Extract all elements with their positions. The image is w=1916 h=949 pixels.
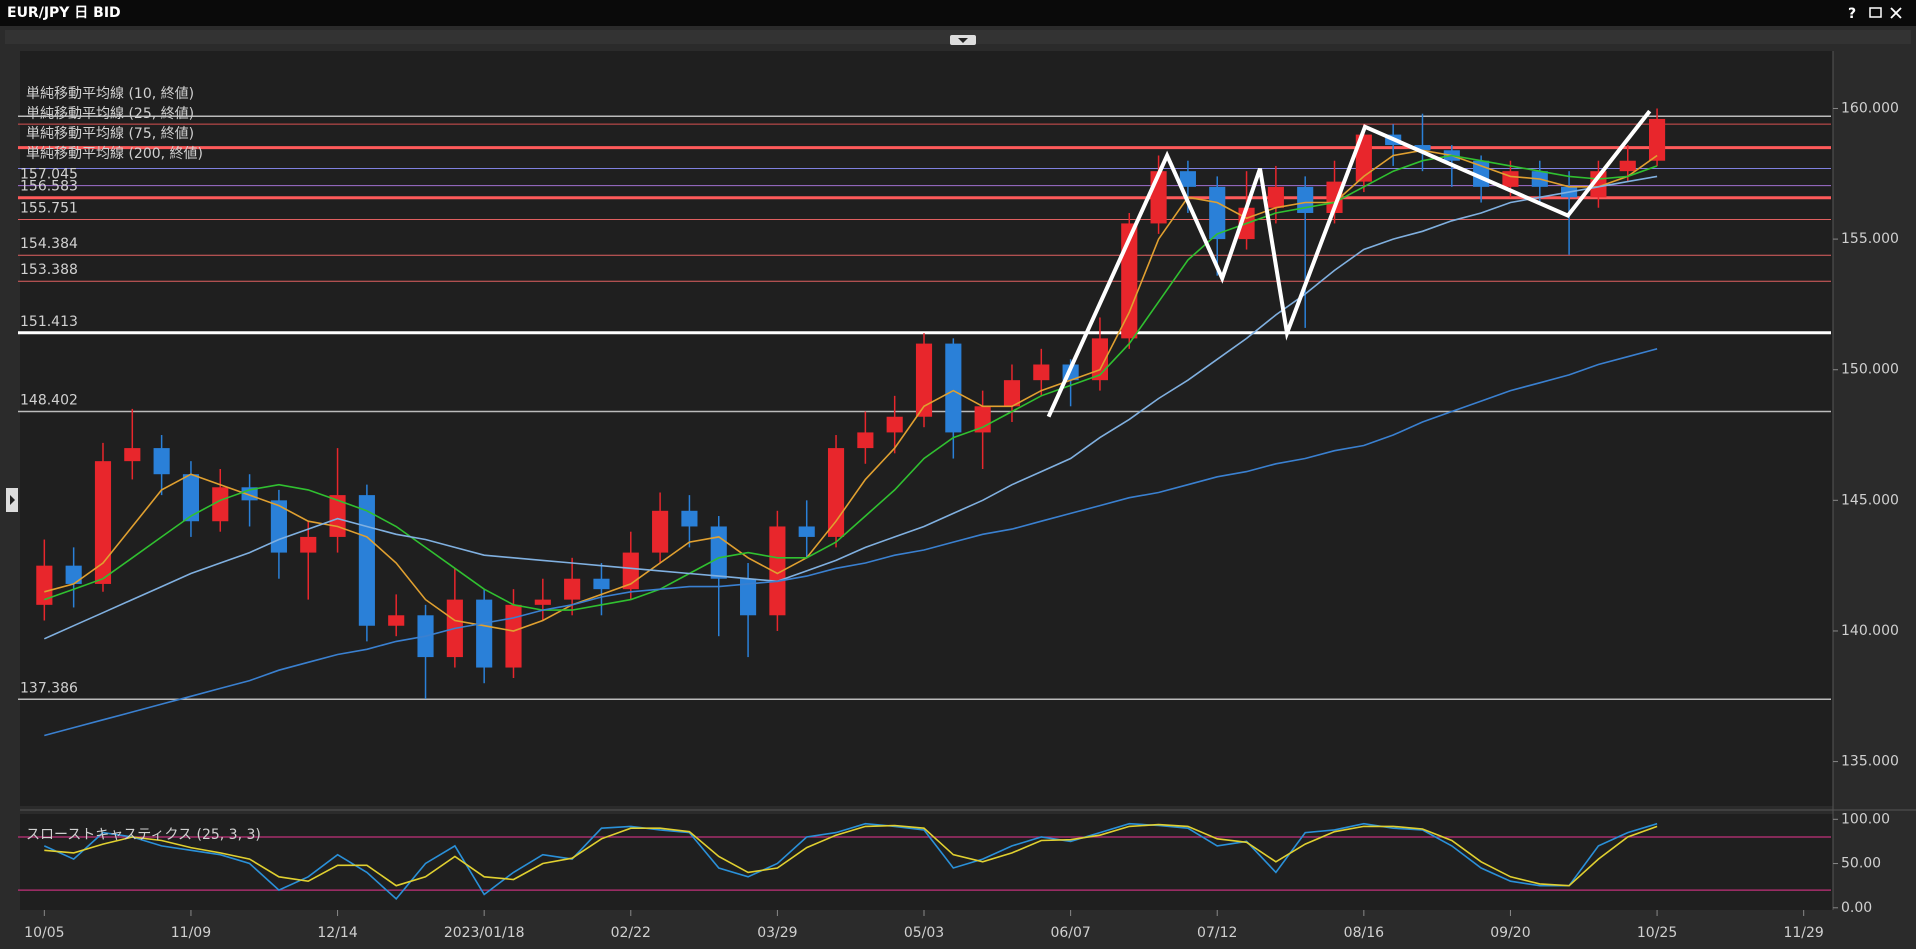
candle-body (1590, 171, 1607, 198)
level-label: 155.751 (20, 200, 78, 216)
candle-body (681, 510, 698, 527)
candle-body (1209, 186, 1226, 240)
moving-average-line (43, 175, 1658, 640)
candle-body (94, 461, 112, 584)
legend-entry: 単純移動平均線 (75, 終値) (26, 126, 194, 142)
x-tick-label: 07/12 (1197, 925, 1237, 941)
candle-body (1033, 364, 1050, 381)
candle-body (593, 578, 610, 590)
candle-body (857, 432, 874, 449)
y-tick-label: 0.00 (1841, 900, 1872, 916)
stochastic-line (43, 822, 1658, 901)
candle-body (36, 565, 53, 605)
indicator-title: スローストキャスティクス (25, 3, 3) (26, 827, 261, 843)
candle-body (329, 495, 346, 537)
legend-entry: 単純移動平均線 (10, 終値) (26, 86, 194, 102)
candle-body (945, 343, 962, 433)
x-tick-label: 12/14 (317, 925, 357, 941)
moving-average-line (44, 348, 1658, 737)
candle-body (564, 578, 581, 600)
candle-body (769, 526, 786, 616)
candle-body (65, 565, 82, 584)
x-tick-label: 06/07 (1050, 925, 1090, 941)
candle-body (212, 487, 229, 522)
close-button[interactable] (1890, 7, 1902, 19)
y-tick-label: 160.000 (1841, 100, 1899, 116)
candle-body (534, 599, 551, 605)
x-tick-label: 09/20 (1490, 925, 1530, 941)
moving-average-line (44, 154, 1658, 611)
y-tick-label: 145.000 (1841, 492, 1899, 508)
candle-body (270, 500, 287, 553)
y-tick-label: 50.00 (1841, 856, 1881, 872)
y-tick-label: 100.00 (1841, 811, 1890, 827)
candle-body (1003, 380, 1021, 407)
main-plot-area (20, 51, 1833, 806)
candle-body (740, 578, 757, 616)
level-label: 151.413 (20, 314, 78, 330)
level-label: 154.384 (20, 236, 78, 252)
help-button[interactable]: ? (1848, 6, 1856, 22)
candle-body (124, 448, 141, 462)
moving-average-line (44, 149, 1658, 632)
candle-body (476, 599, 493, 668)
candle-body (710, 526, 727, 579)
candle-body (827, 448, 845, 537)
collapse-arrow (958, 38, 968, 43)
x-tick-label: 2023/01/18 (444, 925, 525, 941)
candle-body (1326, 181, 1343, 213)
level-label: 153.388 (20, 262, 78, 278)
x-tick-label: 11/09 (171, 925, 211, 941)
candle-body (915, 343, 933, 417)
y-tick-label: 155.000 (1841, 231, 1899, 247)
stochastic-plot-area (20, 814, 1833, 910)
side-panel-arrow (10, 495, 15, 505)
title-bar (0, 0, 1916, 26)
candle-body (505, 604, 522, 668)
level-label: 156.583 (20, 179, 78, 195)
candle-body (886, 416, 903, 433)
level-label: 148.402 (20, 392, 78, 408)
level-label: 157.045 (20, 167, 78, 183)
x-tick-label: 11/29 (1783, 925, 1823, 941)
y-tick-label: 135.000 (1841, 754, 1899, 770)
x-tick-label: 08/16 (1344, 925, 1384, 941)
candle-body (1619, 160, 1636, 172)
y-tick-label: 150.000 (1841, 362, 1899, 378)
trend-drawing (1046, 109, 1652, 418)
x-tick-label: 02/22 (611, 925, 651, 941)
legend-entry: 単純移動平均線 (200, 終値) (26, 146, 203, 162)
candle-body (182, 474, 200, 522)
candle-body (153, 448, 170, 475)
candle-body (300, 536, 317, 553)
level-label: 137.386 (20, 680, 78, 696)
candle-body (622, 552, 639, 590)
window-title: EUR/JPY 日 BID (7, 5, 121, 21)
candle-body (1414, 145, 1431, 151)
candle-body (1179, 171, 1196, 187)
candle-body (798, 526, 815, 537)
maximize-button[interactable] (1869, 7, 1882, 18)
x-tick-label: 03/29 (757, 925, 797, 941)
candle-body (652, 510, 669, 553)
x-tick-label: 05/03 (904, 925, 944, 941)
x-tick-label: 10/25 (1637, 925, 1677, 941)
candle-body (1649, 118, 1666, 161)
y-tick-label: 140.000 (1841, 623, 1899, 639)
legend-entry: 単純移動平均線 (25, 終値) (26, 106, 194, 122)
candle-body (1267, 186, 1284, 208)
candle-body (1355, 134, 1372, 182)
stochastic-line (44, 823, 1658, 887)
x-tick-label: 10/05 (24, 925, 64, 941)
candle-body (388, 615, 405, 626)
